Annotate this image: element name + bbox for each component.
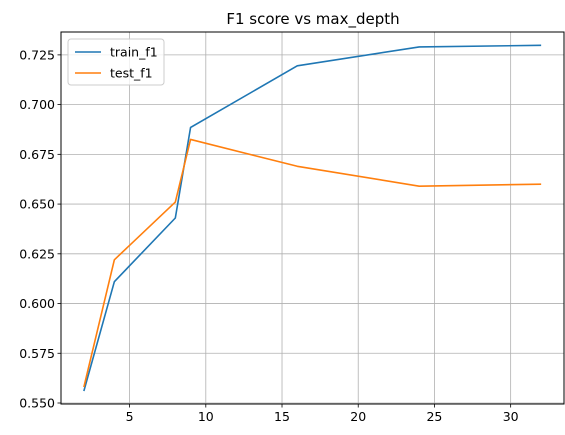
y-tick-label: 0.700 bbox=[19, 97, 55, 112]
x-tick-label: 30 bbox=[503, 409, 519, 424]
y-tick-label: 0.625 bbox=[19, 246, 55, 261]
chart-title: F1 score vs max_depth bbox=[226, 10, 399, 29]
y-tick-label: 0.600 bbox=[19, 296, 55, 311]
x-tick-label: 20 bbox=[350, 409, 366, 424]
plot-frame bbox=[60, 31, 565, 405]
x-tick-label: 10 bbox=[198, 409, 214, 424]
y-tick-label: 0.675 bbox=[19, 147, 55, 162]
x-tick-label: 5 bbox=[126, 409, 134, 424]
plot-lines bbox=[83, 44, 542, 392]
y-tick-label: 0.725 bbox=[19, 47, 55, 62]
legend: train_f1 test_f1 bbox=[67, 38, 165, 86]
y-ticks: 0.550 0.575 0.600 0.625 0.650 0.675 0.700 0.725 bbox=[19, 47, 61, 411]
x-tick-label: 25 bbox=[426, 409, 442, 424]
grid bbox=[61, 32, 564, 404]
series-line-test-f1 bbox=[83, 138, 542, 388]
x-tick-label: 15 bbox=[274, 409, 290, 424]
y-tick-label: 0.550 bbox=[19, 396, 55, 411]
y-tick-label: 0.575 bbox=[19, 346, 55, 361]
series-line-train-f1 bbox=[83, 44, 542, 392]
legend-label-test: test_f1 bbox=[110, 66, 153, 81]
legend-label-train: train_f1 bbox=[110, 45, 158, 60]
x-ticks: 5 10 15 20 25 30 bbox=[126, 404, 519, 424]
y-tick-label: 0.650 bbox=[19, 197, 55, 212]
